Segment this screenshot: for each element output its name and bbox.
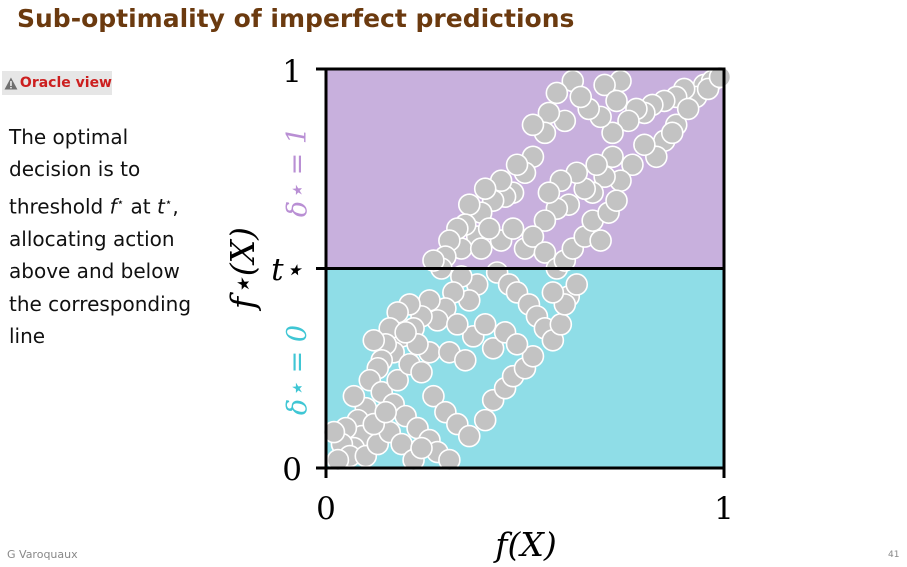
data-point [545,81,569,105]
data-point [386,368,409,392]
lower-region-label: δ⋆ = 0 [282,325,313,415]
body-text: The optimal decision is to threshold f⋆ … [9,121,219,353]
data-point [541,281,565,304]
y-tick-threshold: t⋆ [271,252,303,288]
y-tick-1: 1 [282,54,302,90]
data-point [521,113,545,137]
upper-region-label: δ⋆ = 1 [282,127,313,217]
body-line: threshold f⋆ at t⋆, [9,186,219,223]
data-point [676,97,700,121]
data-point [469,237,493,260]
data-point [549,313,573,336]
data-point [521,344,545,368]
data-point [621,153,644,177]
data-point [505,333,529,356]
axes-frame [324,67,726,470]
slide-title: Sub-optimality of imperfect predictions [17,4,575,33]
data-point [473,408,497,432]
math-star: ⋆ [116,194,125,209]
ticks-layer [316,67,726,478]
body-line: line [9,324,46,349]
data-point [589,229,612,252]
data-point [617,109,640,133]
data-point [569,85,593,109]
math-star: ⋆ [164,194,173,209]
data-point [481,336,505,360]
data-point [422,384,445,408]
oracle-view-badge: Oracle view [2,71,112,95]
body-line: the corresponding [9,291,192,316]
data-point [477,217,501,240]
data-point [593,73,616,97]
data-point [565,273,589,296]
data-point [446,313,469,336]
data-point [473,177,497,200]
data-point [473,313,497,336]
data-point [633,133,656,157]
body-line: above and below [9,259,180,284]
x-tick-1: 1 [714,491,734,527]
math-fstar: f [109,194,117,219]
math-t: t [156,194,165,219]
data-point [533,209,557,232]
data-point [453,348,477,372]
body-punct: , [172,194,179,219]
data-point [362,329,386,352]
data-point [601,121,624,145]
data-point [422,249,445,272]
warning-icon [4,77,18,89]
body-line: allocating action [9,226,175,251]
data-point [438,448,461,472]
data-point [410,436,433,460]
data-point [585,153,608,177]
data-point [342,384,366,408]
data-point [457,424,481,448]
data-point [605,89,628,113]
data-point [605,189,628,212]
page-number: 41 [888,550,900,560]
data-point [660,121,684,145]
y-tick-0: 0 [282,452,302,488]
body-line: decision is to [9,157,141,182]
body-line: The optimal [9,125,129,149]
data-point [533,241,557,264]
badge-label: Oracle view [19,75,112,91]
data-point [374,400,398,424]
body-word-at: at [130,194,151,219]
data-point [501,217,525,240]
x-tick-0: 0 [316,491,336,527]
data-point [521,225,545,248]
data-point [457,193,481,216]
x-axis-label: f(X) [492,525,556,564]
points-layer [322,65,732,472]
data-point [394,321,417,344]
body-line-threshold: threshold [9,194,104,219]
y-axis-label: f⋆(X) [223,227,262,312]
data-point [322,420,346,444]
data-point [505,153,529,177]
footer-author: G Varoquaux [7,548,78,561]
data-point [537,181,561,204]
data-point [410,360,433,384]
